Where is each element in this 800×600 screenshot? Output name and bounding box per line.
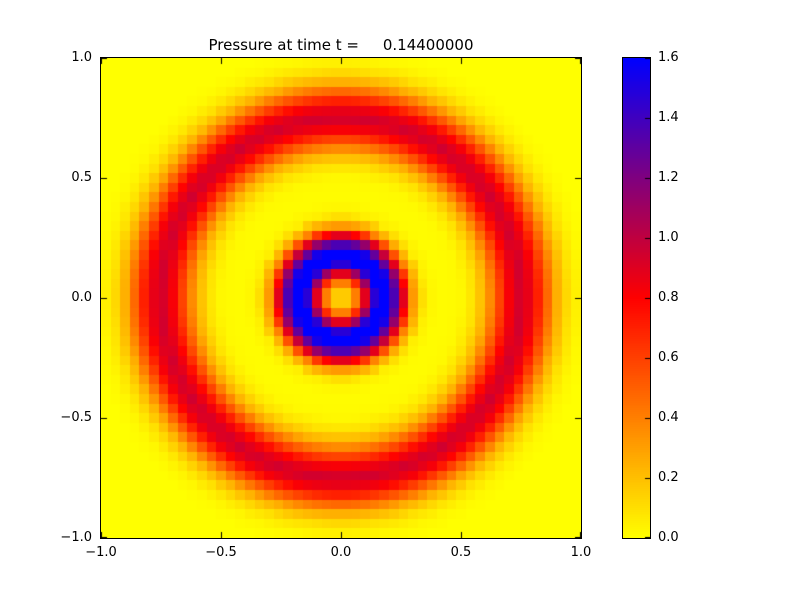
y-tick-label: −0.5 bbox=[60, 410, 92, 425]
colorbar-tick-label: 0.0 bbox=[658, 530, 679, 545]
colorbar-tick-label: 1.0 bbox=[658, 230, 679, 245]
x-tick-label: −0.5 bbox=[205, 545, 237, 560]
colorbar-tick-label: 0.6 bbox=[658, 350, 679, 365]
x-tick-label: 1.0 bbox=[570, 545, 592, 560]
chart-title: Pressure at time t = 0.14400000 bbox=[208, 36, 474, 54]
colorbar-tick-label: 0.4 bbox=[658, 410, 679, 425]
colorbar-tick-label: 0.8 bbox=[658, 290, 679, 305]
colorbar-tick-label: 1.2 bbox=[658, 170, 679, 185]
y-tick-label: 0.5 bbox=[71, 170, 92, 185]
y-tick-label: 0.0 bbox=[71, 290, 92, 305]
x-tick-label: −1.0 bbox=[85, 545, 117, 560]
colorbar-tick-label: 1.6 bbox=[658, 50, 679, 65]
x-tick-label: 0.5 bbox=[450, 545, 472, 560]
colorbar-tick-label: 1.4 bbox=[658, 110, 679, 125]
y-tick-label: −1.0 bbox=[60, 530, 92, 545]
colorbar-canvas bbox=[622, 57, 651, 539]
colorbar-tick-label: 0.2 bbox=[658, 470, 679, 485]
heatmap-canvas bbox=[100, 57, 582, 539]
x-tick-label: 0.0 bbox=[330, 545, 352, 560]
y-tick-label: 1.0 bbox=[71, 50, 92, 65]
